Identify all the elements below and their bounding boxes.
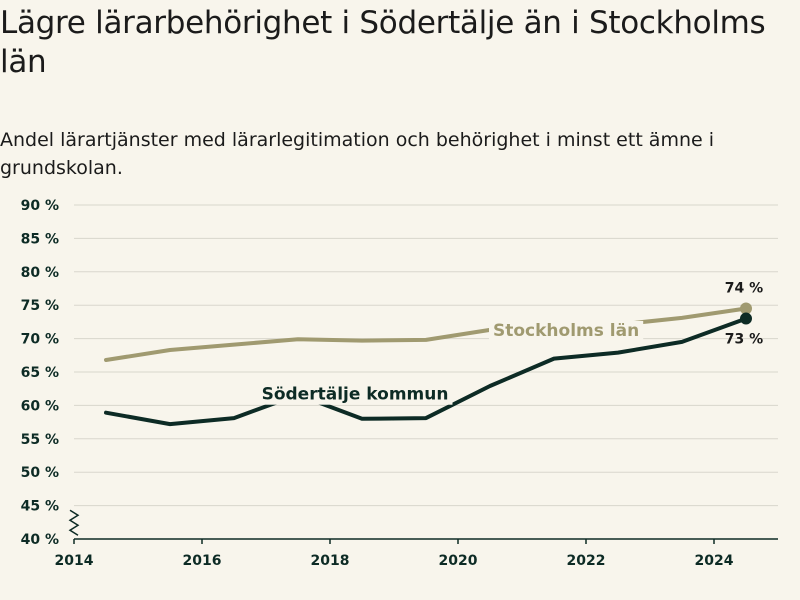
x-tick-label: 2014 [55, 553, 94, 569]
axis-break-icon [68, 509, 80, 536]
end-value-label-stockholm: 74 % [725, 281, 763, 297]
y-tick-label: 85 % [21, 231, 59, 247]
y-tick-label: 55 % [21, 432, 59, 448]
x-tick-label: 2024 [695, 553, 734, 569]
x-tick-label: 2016 [183, 553, 222, 569]
series-line-stockholm [104, 306, 748, 362]
x-tick-label: 2020 [439, 553, 478, 569]
end-value-label-sodertalje: 73 % [725, 332, 763, 348]
y-tick-label: 50 % [21, 465, 59, 481]
series-label-sodertalje: Södertälje kommun [262, 385, 449, 405]
series-label-background [257, 384, 453, 405]
chart-subtitle: Andel lärartjänster med lärarlegitimatio… [0, 129, 715, 179]
y-tick-label: 70 % [21, 332, 59, 348]
x-tick-label: 2018 [311, 553, 350, 569]
y-tick-label: 75 % [21, 298, 59, 314]
series-end-point-stockholm [740, 302, 752, 315]
y-tick-label: 80 % [21, 265, 59, 281]
series-end-point-sodertalje [740, 312, 752, 325]
y-tick-label: 45 % [21, 499, 59, 515]
y-tick-label: 90 % [21, 198, 59, 214]
y-tick-label: 65 % [21, 365, 59, 381]
x-tick-label: 2022 [567, 553, 606, 569]
chart-title: Lägre lärarbehörighet i Södertälje än i … [0, 5, 766, 80]
series-line-sodertalje [104, 316, 748, 427]
y-tick-label: 60 % [21, 398, 59, 414]
y-tick-label: 40 % [21, 532, 59, 548]
series-label-stockholm: Stockholms län [493, 321, 639, 341]
series-label-background [489, 320, 644, 341]
